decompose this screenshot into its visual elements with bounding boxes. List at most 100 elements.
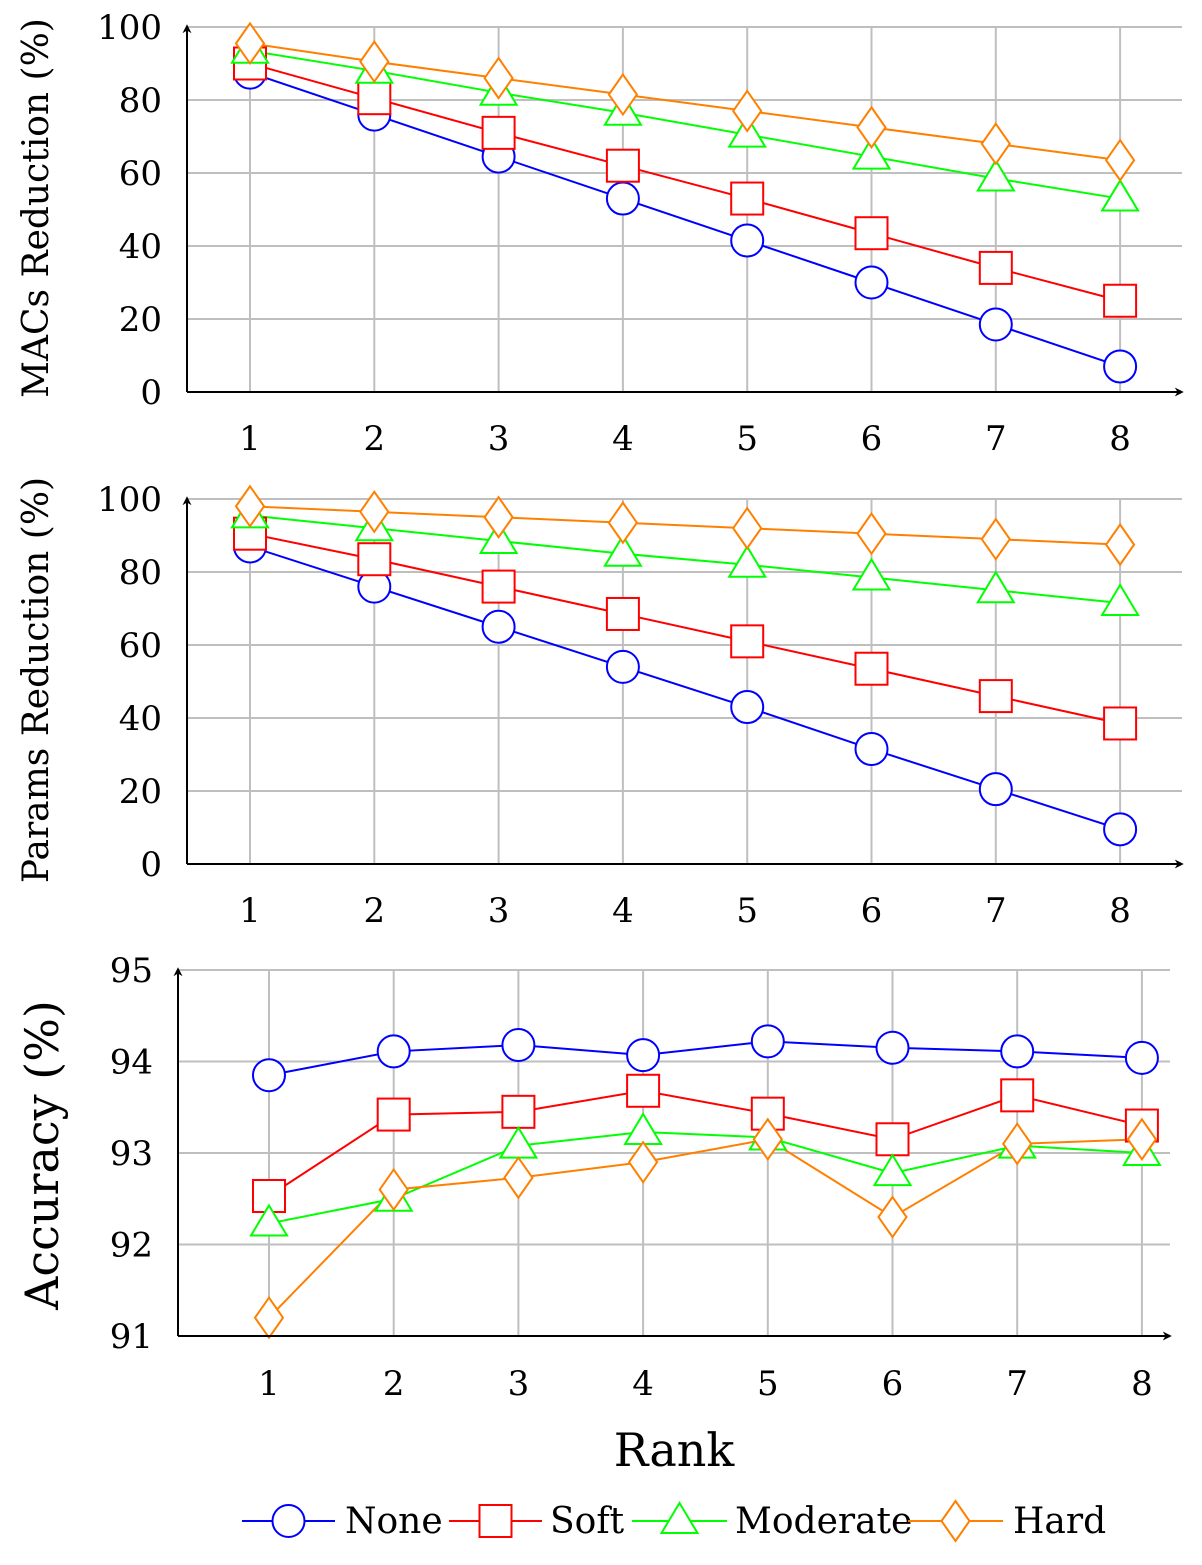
accuracy-series [249,1024,1162,1340]
accuracy-point-hard-3 [503,1155,534,1200]
accuracy-point-soft-7 [1000,1078,1035,1113]
params-point-moderate-8 [1100,583,1140,617]
macs-point-soft-2 [357,81,392,116]
accuracy-x-tick-label: 1 [258,1364,280,1404]
params-point-moderate-7 [976,570,1016,604]
params-point-hard-7 [980,517,1012,561]
macs-x-tick-label: 6 [861,419,883,459]
macs-tick-labels: 0 20 40 60 80 100 1 2 3 4 5 6 7 8 [97,8,1131,459]
params-grid [187,498,1182,864]
legend-marker-none [271,1504,306,1538]
macs-series-line-hard [249,42,1121,162]
params-y-tick-label: 0 [140,845,162,885]
legend-entry-none: None [242,1501,443,1542]
macs-series-line-moderate [249,49,1121,200]
legend-label-hard: Hard [1013,1501,1106,1542]
macs-x-tick-label: 1 [239,419,261,459]
params-point-none-3 [481,609,516,644]
accuracy-point-soft-3 [501,1094,536,1129]
legend-label-soft: Soft [550,1501,625,1542]
accuracy-point-none-6 [875,1030,910,1065]
params-x-tick-label: 5 [736,891,758,931]
params-point-soft-8 [1103,706,1138,741]
accuracy-x-tick-label: 2 [383,1364,405,1404]
accuracy-point-moderate-4 [623,1112,663,1145]
accuracy-y-tick-label: 92 [110,1226,153,1266]
accuracy-point-hard-8 [1126,1117,1158,1162]
legend-label-moderate: Moderate [735,1501,912,1542]
macs-y-tick-label: 0 [140,373,162,413]
panel-accuracy: 91 92 93 94 95 1 2 3 4 5 6 7 8 Accuracy (%) Rank [15,951,1172,1477]
legend: None Soft Moderate Hard [242,1499,1106,1543]
params-point-soft-4 [605,596,640,631]
legend-marker-hard [940,1499,971,1543]
macs-point-moderate-6 [851,136,892,170]
accuracy-point-soft-6 [875,1122,910,1157]
macs-point-hard-7 [980,122,1012,166]
accuracy-y-tick-label: 93 [110,1134,153,1174]
accuracy-y-tick-label: 91 [110,1317,153,1357]
params-point-moderate-6 [851,557,892,591]
params-y-tick-label: 80 [119,553,162,593]
accuracy-point-moderate-3 [498,1125,539,1159]
accuracy-x-tick-label: 5 [757,1364,779,1404]
accuracy-series-line-none [268,1040,1142,1077]
macs-point-none-7 [978,307,1013,342]
accuracy-series-line-soft [268,1089,1143,1197]
macs-y-tick-label: 20 [119,300,162,340]
x-axis-title-rank: Rank [614,1423,736,1477]
macs-point-hard-5 [731,89,763,133]
macs-x-tick-label: 2 [363,419,385,459]
legend-marker-moderate [659,1501,700,1534]
macs-point-soft-6 [854,216,889,251]
legend-entry-soft: Soft [449,1501,625,1542]
params-y-tick-label: 20 [119,772,162,812]
params-point-hard-6 [856,511,887,556]
params-series-line-moderate [249,514,1121,605]
legend-marker-soft [478,1504,513,1538]
params-point-hard-3 [483,495,514,539]
accuracy-series-line-hard [268,1138,1142,1319]
macs-x-tick-label: 7 [985,419,1007,459]
params-point-hard-5 [731,506,763,550]
accuracy-point-soft-4 [626,1073,661,1108]
params-tick-labels: 0 20 40 60 80 100 1 2 3 4 5 6 7 8 [97,480,1131,931]
macs-x-tick-label: 8 [1109,419,1131,459]
params-point-soft-3 [481,569,516,604]
macs-point-hard-4 [607,72,639,117]
macs-x-tick-label: 5 [736,419,758,459]
params-point-hard-1 [234,484,266,529]
accuracy-x-tick-label: 3 [508,1364,530,1404]
accuracy-x-tick-label: 6 [882,1364,904,1404]
macs-point-none-4 [605,181,640,216]
accuracy-point-hard-6 [877,1195,908,1239]
params-point-none-5 [730,690,765,725]
accuracy-series-line-moderate [268,1130,1142,1225]
macs-point-hard-8 [1104,138,1136,182]
params-point-none-6 [854,732,889,767]
params-point-hard-2 [359,490,390,534]
params-series-line-hard [249,505,1121,546]
params-y-tick-label: 100 [97,480,162,520]
accuracy-axes [173,967,1172,1341]
accuracy-point-none-4 [626,1038,661,1073]
accuracy-y-tick-label: 95 [110,951,153,991]
accuracy-point-none-5 [750,1024,785,1059]
macs-x-tick-label: 4 [612,419,634,459]
macs-series-line-none [249,71,1121,368]
accuracy-x-tick-label: 7 [1006,1364,1028,1404]
accuracy-y-tick-label: 94 [110,1043,153,1083]
accuracy-point-hard-5 [752,1117,784,1162]
macs-y-tick-label: 80 [119,81,162,121]
macs-point-soft-7 [978,250,1013,285]
params-point-moderate-5 [727,544,767,578]
params-x-tick-label: 3 [488,891,510,931]
accuracy-point-hard-2 [378,1167,409,1212]
params-series [230,484,1140,847]
accuracy-point-hard-1 [253,1295,285,1340]
macs-y-tick-label: 40 [119,227,162,267]
params-x-tick-label: 2 [363,891,385,931]
macs-point-none-6 [854,265,889,300]
params-y-axis-title: Params Reduction (%) [16,477,57,883]
